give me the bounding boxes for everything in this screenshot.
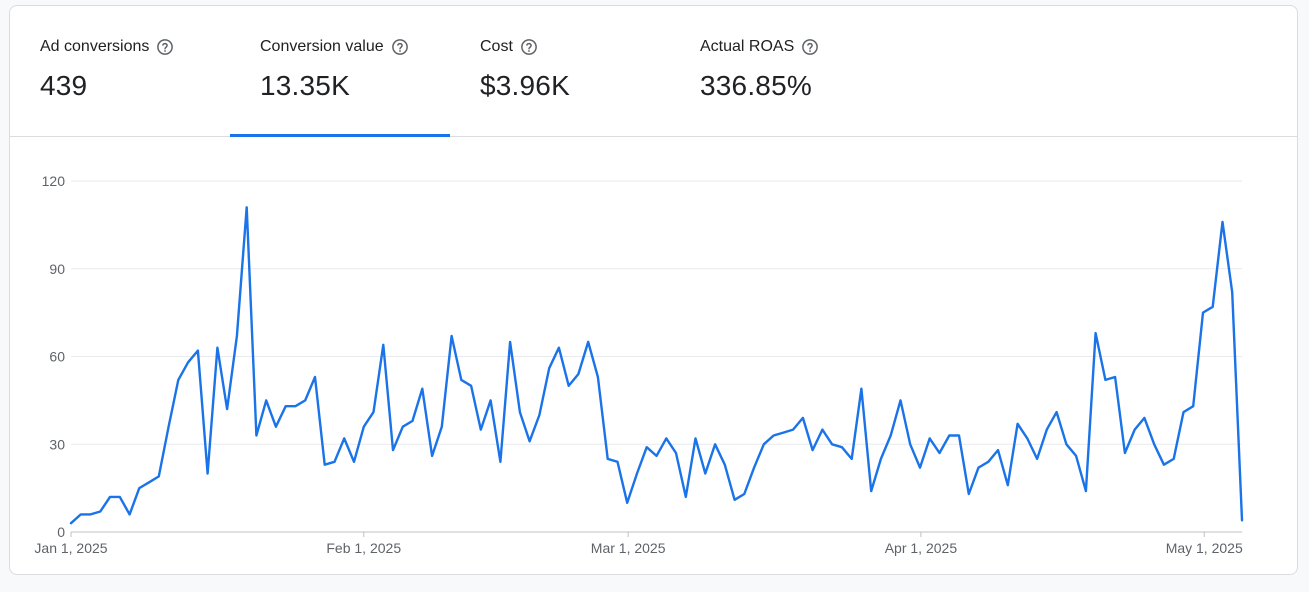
scorecard-cost[interactable]: Cost $3.96K	[450, 6, 670, 136]
scorecard-label: Actual ROAS	[700, 38, 795, 55]
scorecard-value: $3.96K	[480, 70, 570, 101]
x-tick-label: Mar 1, 2025	[591, 540, 666, 556]
help-icon[interactable]	[156, 38, 174, 56]
scorecard-label: Ad conversions	[40, 38, 150, 55]
scorecard-value: 13.35K	[260, 70, 350, 101]
x-tick-label: Feb 1, 2025	[326, 540, 401, 556]
help-icon[interactable]	[391, 38, 409, 56]
line-chart-area: 0 30 60 90 120 Jan 1, 2025 Feb 1, 2025 Mar 1, 2…	[10, 137, 1297, 574]
selected-indicator	[230, 134, 450, 137]
y-tick-label: 30	[49, 436, 65, 452]
x-tick-label: Jan 1, 2025	[34, 540, 107, 556]
y-tick-label: 0	[57, 524, 65, 540]
scorecard-value: 439	[40, 70, 88, 101]
y-tick-label: 90	[49, 261, 65, 277]
scorecard-conversion-value[interactable]: Conversion value 13.35K	[230, 6, 450, 137]
conversion-value-line-chart: 0 30 60 90 120 Jan 1, 2025 Feb 1, 2025 Mar 1, 2…	[34, 173, 1244, 556]
help-icon[interactable]	[520, 38, 538, 56]
x-tick-label: May 1, 2025	[1166, 540, 1243, 556]
y-tick-label: 60	[49, 349, 65, 365]
scorecard-actual-roas[interactable]: Actual ROAS 336.85%	[670, 6, 890, 136]
scorecard-value: 336.85%	[700, 70, 812, 101]
x-tick-label: Apr 1, 2025	[885, 540, 958, 556]
series-line	[69, 206, 1244, 525]
scorecard-ad-conversions[interactable]: Ad conversions 439	[10, 6, 230, 136]
scorecard-row: Ad conversions 439 Conversion value 13.3…	[10, 6, 1297, 137]
scorecard-label: Cost	[480, 38, 513, 55]
y-tick-label: 120	[42, 173, 66, 189]
scorecard-label: Conversion value	[260, 38, 384, 55]
help-icon[interactable]	[801, 38, 819, 56]
performance-card: Ad conversions 439 Conversion value 13.3…	[9, 5, 1298, 575]
